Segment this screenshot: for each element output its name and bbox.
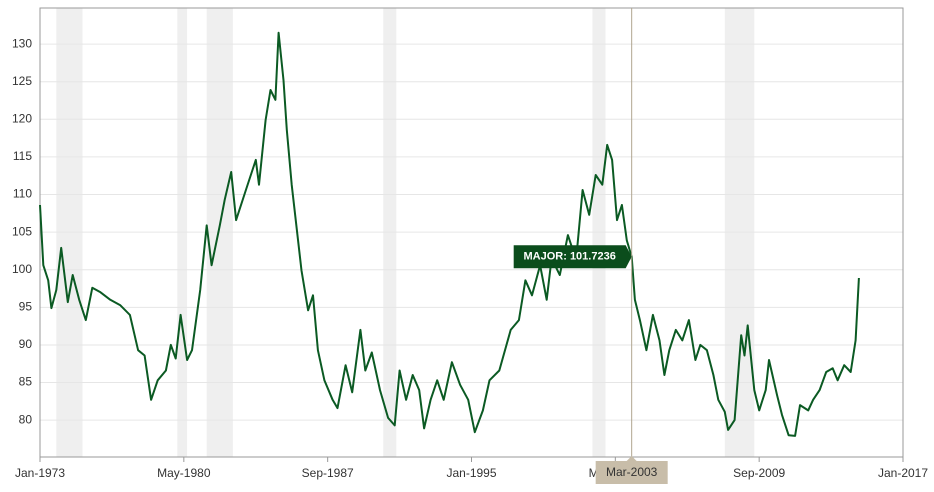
y-tick-label: 80: [19, 412, 33, 426]
x-tick-label: Jan-1973: [15, 466, 65, 480]
x-tick-label: Sep-1987: [302, 466, 354, 480]
tooltip-label: MAJOR: 101.7236: [524, 251, 616, 263]
y-tick-label: 115: [13, 149, 32, 163]
y-tick-label: 125: [12, 74, 32, 88]
tooltip-box: [513, 245, 632, 269]
x-tick-label: Sep-2009: [733, 466, 785, 480]
y-tick-label: 95: [19, 300, 33, 314]
y-tick-label: 130: [12, 36, 32, 50]
y-tick-label: 90: [19, 337, 33, 351]
y-tick-label: 120: [12, 111, 32, 125]
crosshair-label: Mar-2003: [606, 465, 658, 479]
crosshair-label-pointer: [625, 456, 638, 462]
x-tick-label: May-1980: [157, 466, 211, 480]
y-tick-label: 100: [12, 262, 32, 276]
series-line: [39, 31, 860, 437]
x-tick-label: Jan-1995: [446, 466, 496, 480]
y-tick-label: 110: [13, 187, 32, 201]
y-tick-label: 105: [12, 224, 32, 238]
x-tick-label: Jan-2017: [878, 466, 928, 480]
crosshair-label-box: [595, 461, 668, 484]
y-tick-label: 85: [19, 375, 33, 389]
